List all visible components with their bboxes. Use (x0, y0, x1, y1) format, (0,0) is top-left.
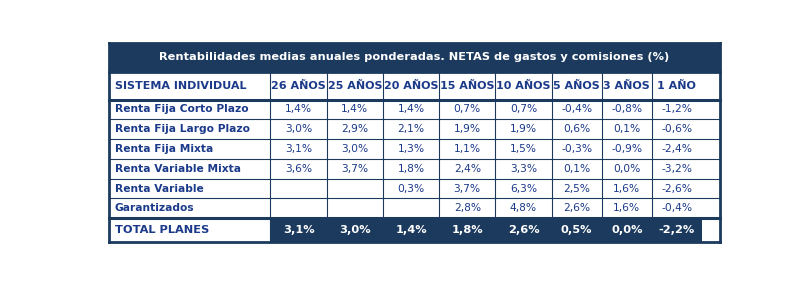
Bar (326, 218, 383, 242)
Text: -0,4%: -0,4% (661, 203, 692, 213)
Text: 3,7%: 3,7% (341, 164, 368, 174)
Text: 2,5%: 2,5% (563, 184, 590, 193)
Bar (108, 199, 720, 218)
Bar (495, 218, 552, 242)
Text: 3,7%: 3,7% (454, 184, 481, 193)
Text: 0,0%: 0,0% (611, 225, 642, 235)
Text: Garantizados: Garantizados (115, 203, 195, 213)
Text: -0,6%: -0,6% (661, 124, 692, 134)
Text: Renta Variable: Renta Variable (115, 184, 204, 193)
Text: -0,4%: -0,4% (561, 105, 592, 114)
Bar (108, 119, 720, 139)
Text: 1,9%: 1,9% (454, 124, 481, 134)
Text: 3,0%: 3,0% (285, 124, 312, 134)
Bar (552, 218, 602, 242)
Text: 2,6%: 2,6% (507, 225, 539, 235)
Text: 1,4%: 1,4% (341, 105, 368, 114)
Text: 3,1%: 3,1% (283, 225, 314, 235)
Text: Renta Fija Mixta: Renta Fija Mixta (115, 144, 213, 154)
Bar (108, 139, 720, 159)
Text: TOTAL PLANES: TOTAL PLANES (115, 225, 209, 235)
Text: 2,9%: 2,9% (341, 124, 368, 134)
Text: -2,6%: -2,6% (662, 184, 692, 193)
Text: 1 AÑO: 1 AÑO (658, 81, 696, 91)
Text: -2,2%: -2,2% (659, 225, 695, 235)
Text: 20 AÑOS: 20 AÑOS (384, 81, 438, 91)
Text: -2,4%: -2,4% (662, 144, 692, 154)
Text: 0,1%: 0,1% (613, 124, 641, 134)
Text: 0,5%: 0,5% (561, 225, 592, 235)
Bar (108, 100, 720, 119)
Text: 1,6%: 1,6% (613, 203, 641, 213)
Text: 6,3%: 6,3% (510, 184, 537, 193)
Text: 3,3%: 3,3% (510, 164, 537, 174)
Text: 1,1%: 1,1% (454, 144, 481, 154)
Text: 1,3%: 1,3% (398, 144, 425, 154)
Bar (108, 72, 720, 100)
Text: 3 AÑOS: 3 AÑOS (604, 81, 650, 91)
Bar (602, 218, 652, 242)
Bar (108, 218, 271, 242)
Text: Rentabilidades medias anuales ponderadas. NETAS de gastos y comisiones (%): Rentabilidades medias anuales ponderadas… (159, 52, 669, 62)
Text: 0,3%: 0,3% (398, 184, 425, 193)
Text: 0,7%: 0,7% (453, 105, 481, 114)
Text: 4,8%: 4,8% (510, 203, 537, 213)
Text: Renta Variable Mixta: Renta Variable Mixta (115, 164, 241, 174)
Text: Renta Fija Corto Plazo: Renta Fija Corto Plazo (115, 105, 248, 114)
Text: 1,8%: 1,8% (398, 164, 425, 174)
Text: -0,3%: -0,3% (561, 144, 592, 154)
Text: 3,6%: 3,6% (285, 164, 312, 174)
Text: 0,0%: 0,0% (613, 164, 641, 174)
Text: 3,1%: 3,1% (285, 144, 312, 154)
Text: 0,6%: 0,6% (563, 124, 591, 134)
Text: 1,4%: 1,4% (398, 105, 425, 114)
Bar (652, 218, 702, 242)
Text: 3,0%: 3,0% (341, 144, 368, 154)
Bar (108, 159, 720, 179)
Text: -0,8%: -0,8% (611, 105, 642, 114)
Text: 1,6%: 1,6% (613, 184, 641, 193)
Text: -3,2%: -3,2% (662, 164, 692, 174)
Text: 0,7%: 0,7% (510, 105, 537, 114)
Text: 2,6%: 2,6% (563, 203, 590, 213)
Text: -1,2%: -1,2% (662, 105, 692, 114)
Text: 2,1%: 2,1% (398, 124, 425, 134)
Text: 1,9%: 1,9% (510, 124, 537, 134)
Text: SISTEMA INDIVIDUAL: SISTEMA INDIVIDUAL (115, 81, 246, 91)
Text: 10 AÑOS: 10 AÑOS (496, 81, 551, 91)
Text: Renta Fija Largo Plazo: Renta Fija Largo Plazo (115, 124, 250, 134)
Bar (383, 218, 440, 242)
Bar (440, 218, 495, 242)
Text: 25 AÑOS: 25 AÑOS (327, 81, 382, 91)
Text: 5 AÑOS: 5 AÑOS (553, 81, 600, 91)
Text: 0,1%: 0,1% (563, 164, 591, 174)
Text: 15 AÑOS: 15 AÑOS (440, 81, 494, 91)
Bar (271, 218, 326, 242)
Text: 26 AÑOS: 26 AÑOS (271, 81, 326, 91)
Text: 3,0%: 3,0% (339, 225, 371, 235)
Bar (108, 43, 720, 72)
Text: 1,4%: 1,4% (395, 225, 427, 235)
Text: 2,8%: 2,8% (454, 203, 481, 213)
Text: 1,4%: 1,4% (285, 105, 312, 114)
Text: 2,4%: 2,4% (454, 164, 481, 174)
Text: -0,9%: -0,9% (611, 144, 642, 154)
Bar (108, 179, 720, 199)
Text: 1,8%: 1,8% (452, 225, 483, 235)
Text: 1,5%: 1,5% (510, 144, 537, 154)
